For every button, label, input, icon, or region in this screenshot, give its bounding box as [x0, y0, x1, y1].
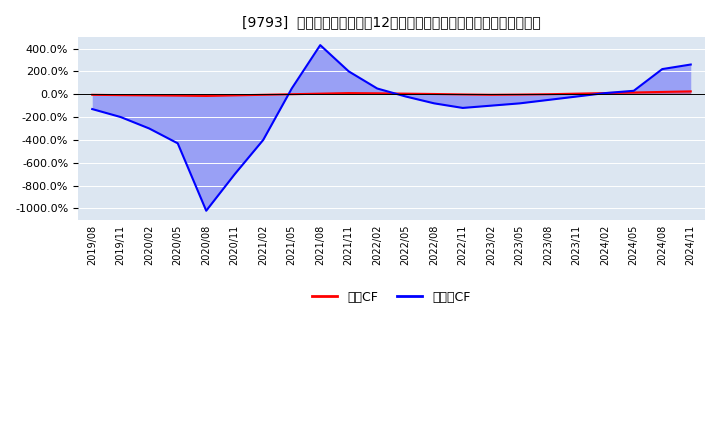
フリーCF: [145, 126, 153, 131]
営業CF: [629, 90, 638, 95]
営業CF: [259, 92, 268, 97]
フリーCF: [487, 103, 495, 108]
フリーCF: [572, 94, 581, 99]
フリーCF: [373, 86, 382, 91]
フリーCF: [259, 137, 268, 143]
営業CF: [430, 92, 438, 97]
営業CF: [516, 92, 524, 97]
営業CF: [88, 92, 96, 97]
営業CF: [572, 91, 581, 96]
フリーCF: [430, 101, 438, 106]
フリーCF: [230, 172, 239, 177]
営業CF: [601, 91, 610, 96]
フリーCF: [544, 97, 552, 103]
営業CF: [117, 92, 125, 98]
営業CF: [230, 93, 239, 98]
フリーCF: [88, 106, 96, 112]
フリーCF: [516, 101, 524, 106]
営業CF: [145, 93, 153, 98]
フリーCF: [402, 94, 410, 99]
営業CF: [202, 93, 210, 99]
Title: [9793]  キャッシュフローの12か月移動合計の対前年同期増減率の推移: [9793] キャッシュフローの12か月移動合計の対前年同期増減率の推移: [242, 15, 541, 29]
営業CF: [658, 89, 667, 95]
営業CF: [373, 91, 382, 96]
フリーCF: [316, 43, 325, 48]
営業CF: [402, 91, 410, 96]
営業CF: [686, 89, 695, 94]
営業CF: [487, 92, 495, 97]
フリーCF: [686, 62, 695, 67]
フリーCF: [658, 66, 667, 72]
営業CF: [459, 92, 467, 97]
Line: フリーCF: フリーCF: [92, 45, 690, 211]
フリーCF: [629, 88, 638, 93]
フリーCF: [202, 208, 210, 213]
Legend: 営業CF, フリーCF: 営業CF, フリーCF: [307, 286, 475, 309]
営業CF: [544, 92, 552, 97]
営業CF: [344, 91, 353, 96]
営業CF: [287, 92, 296, 97]
フリーCF: [459, 105, 467, 110]
フリーCF: [117, 114, 125, 120]
営業CF: [174, 93, 182, 98]
フリーCF: [174, 141, 182, 146]
フリーCF: [601, 91, 610, 96]
Line: 営業CF: 営業CF: [92, 92, 690, 96]
営業CF: [316, 91, 325, 96]
フリーCF: [287, 86, 296, 91]
フリーCF: [344, 69, 353, 74]
